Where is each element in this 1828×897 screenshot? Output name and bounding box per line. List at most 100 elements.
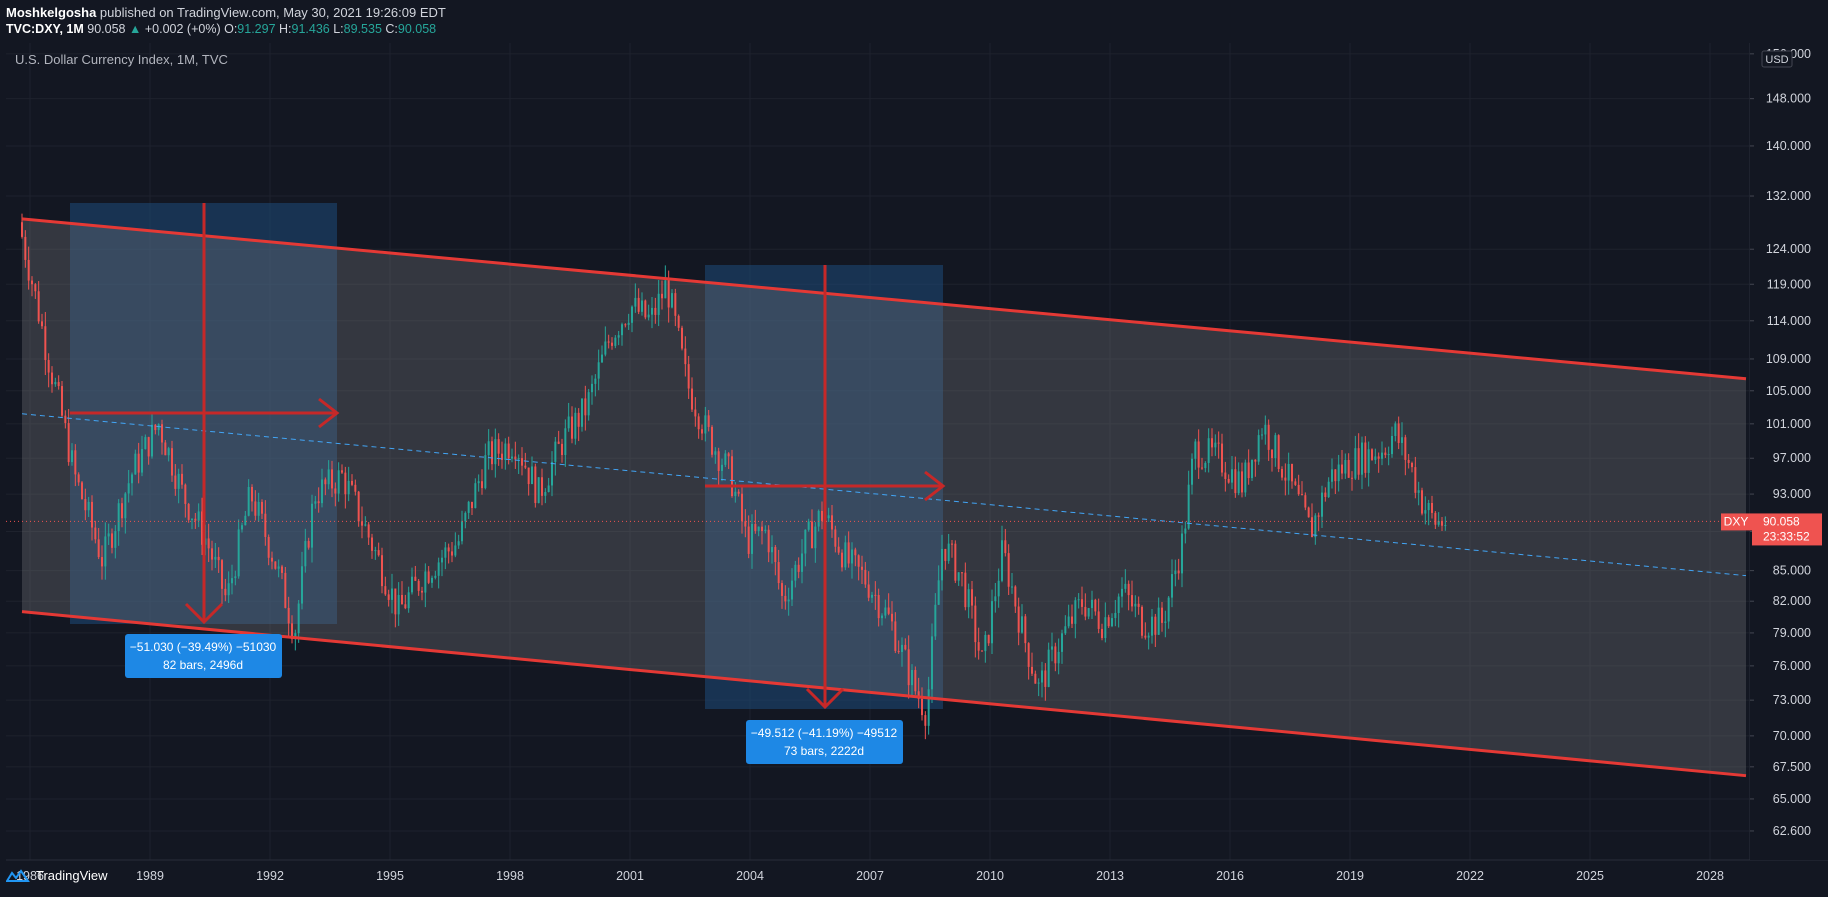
candle-body	[1341, 464, 1343, 474]
candle-body	[501, 453, 503, 460]
price-tick-label: 119.000	[1767, 277, 1811, 291]
currency-badge[interactable]	[1761, 50, 1793, 68]
candle-body	[151, 424, 153, 457]
candle-body	[147, 437, 150, 457]
channel-lower-line[interactable]	[21, 610, 1747, 778]
candle-body	[1377, 456, 1380, 459]
candle-body	[1097, 611, 1100, 629]
candle-body	[877, 595, 880, 619]
candle-body	[921, 698, 923, 716]
candle-body	[1214, 442, 1217, 448]
author-name[interactable]: Moshkelgosha	[6, 5, 97, 20]
candle-body	[384, 586, 387, 595]
candle-body	[1131, 595, 1133, 607]
measure-label-2[interactable]: −49.512 (−41.19%) −49512 73 bars, 2222d	[746, 720, 903, 764]
price-tick-label: 62.600	[1773, 824, 1811, 838]
candle-body	[761, 526, 763, 532]
candle-body	[1401, 437, 1403, 443]
time-tick-label: 2013	[1096, 869, 1124, 883]
candle-body	[987, 634, 990, 644]
candle-body	[1014, 586, 1017, 607]
candle-body	[984, 634, 987, 652]
candle-body	[827, 515, 830, 519]
candle-body	[184, 484, 187, 504]
channel-mid-line[interactable]	[21, 413, 1747, 577]
price-tick-label: 97.000	[1773, 451, 1811, 465]
candle-body	[1294, 481, 1297, 485]
candle-body	[1037, 682, 1040, 684]
price-axis[interactable]	[1750, 43, 1828, 860]
candle-body	[687, 364, 690, 389]
candle-body	[334, 488, 337, 494]
candle-body	[651, 307, 653, 315]
candle-body	[1334, 469, 1337, 482]
candle-body	[1031, 666, 1033, 674]
candle-body	[1011, 586, 1013, 588]
candle-body	[1277, 435, 1280, 470]
candles[interactable]	[21, 213, 1447, 740]
candle-body	[994, 596, 997, 602]
price-tick-label: 148.000	[1766, 92, 1811, 106]
candle-body	[327, 469, 330, 485]
candle-body	[1357, 448, 1360, 475]
candle-body	[561, 443, 563, 455]
candle-body	[194, 518, 197, 521]
candle-body	[87, 501, 90, 511]
channel-upper-line[interactable]	[21, 217, 1747, 381]
candle-body	[1441, 520, 1443, 526]
candle-body	[74, 450, 77, 475]
price-tick-label: 76.000	[1773, 659, 1811, 673]
candle-body	[377, 550, 380, 556]
candle-body	[961, 572, 963, 574]
candle-body	[1174, 570, 1177, 575]
candle-body	[414, 576, 417, 581]
time-tick-label: 2016	[1216, 869, 1244, 883]
time-tick-label: 1992	[256, 869, 284, 883]
candle-body	[481, 481, 483, 489]
footer-brand[interactable]: TradingView	[36, 868, 108, 883]
candle-body	[757, 526, 760, 531]
price-tick-label: 140.000	[1766, 139, 1811, 153]
candle-body	[1354, 448, 1357, 479]
candle-body	[831, 515, 833, 530]
high-value: 91.436	[291, 22, 330, 36]
measure-arrows-1[interactable]	[70, 203, 340, 625]
last-price-tag-text: 90.058	[1763, 514, 1800, 528]
candle-body	[381, 555, 383, 587]
candle-body	[227, 583, 230, 596]
candle-body	[281, 566, 283, 573]
candle-body	[864, 569, 867, 585]
candle-body	[664, 280, 667, 299]
candle-body	[604, 341, 607, 355]
candle-body	[107, 533, 110, 537]
candle-body	[367, 524, 370, 538]
candle-body	[661, 293, 663, 299]
symbol-label[interactable]: TVC:DXY, 1M	[6, 22, 84, 36]
measure-label-1[interactable]: −51.030 (−39.49%) −51030 82 bars, 2496d	[125, 634, 282, 678]
candle-body	[137, 453, 140, 473]
candle-body	[1287, 464, 1290, 481]
candle-body	[244, 515, 247, 526]
candle-body	[134, 453, 137, 475]
candle-body	[744, 521, 747, 527]
candle-body	[737, 491, 740, 494]
candle-body	[1431, 502, 1433, 513]
candle-body	[271, 557, 273, 562]
candle-body	[977, 642, 980, 651]
legend-title[interactable]: U.S. Dollar Currency Index, 1M, TVC	[15, 52, 228, 67]
tradingview-logo-icon[interactable]	[6, 868, 30, 883]
candle-body	[301, 566, 303, 604]
open-value: 91.297	[237, 22, 276, 36]
candle-body	[1234, 469, 1237, 494]
candle-body	[1207, 438, 1210, 463]
candle-body	[1001, 540, 1003, 581]
candle-body	[357, 491, 360, 522]
measure-arrows-2[interactable]	[705, 265, 946, 710]
candle-body	[547, 485, 550, 493]
candle-body	[601, 354, 603, 363]
candle-body	[554, 441, 557, 462]
candle-body	[1151, 616, 1153, 636]
candle-body	[364, 524, 367, 526]
candle-body	[634, 297, 637, 307]
